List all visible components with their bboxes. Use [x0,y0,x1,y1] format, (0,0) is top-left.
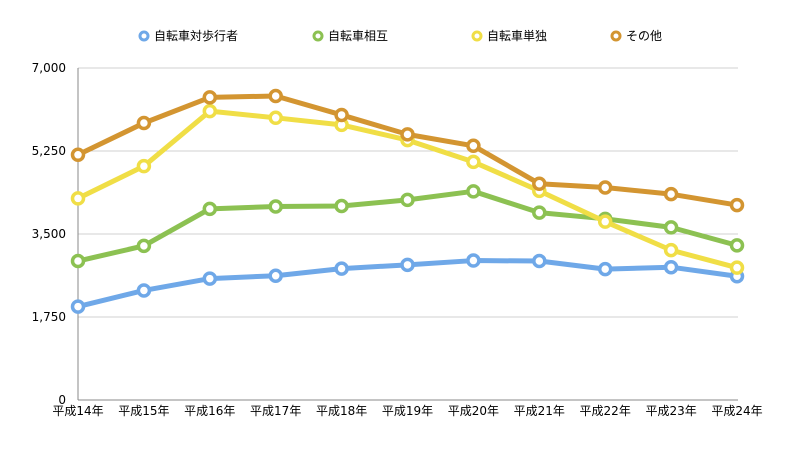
data-point [663,242,679,258]
data-point [597,214,613,229]
data-point [532,253,547,269]
data-point [466,138,481,154]
series [70,184,745,269]
x-tick-label: 平成19年 [382,404,433,418]
x-tick-label: 平成24年 [711,404,762,418]
x-tick-label: 平成18年 [316,404,367,418]
x-tick-label: 平成14年 [52,404,103,418]
data-point [136,238,152,254]
legend-label: その他 [626,29,662,43]
data-point [202,90,218,105]
legend-item: 自転車対歩行者 [138,28,238,43]
y-tick-label: 1,750 [32,310,66,324]
legend-item: 自転車単独 [471,29,547,43]
data-point [202,201,218,217]
x-tick-label: 平成16年 [184,404,235,418]
data-point [400,257,415,273]
data-point [466,154,481,170]
legend-marker [471,30,483,42]
data-point [268,88,283,104]
series [70,253,745,314]
data-point [70,147,86,163]
data-point [400,192,415,208]
x-tick-label: 平成23年 [645,404,696,418]
legend-label: 自転車単独 [487,29,547,43]
data-point [70,253,86,269]
legend: 自転車対歩行者 自転車相互 自転車単独 その他 [138,28,662,43]
data-point [334,107,349,123]
data-point [334,261,349,276]
data-point [663,220,679,235]
legend-marker [138,30,150,42]
legend-marker [312,30,324,42]
data-point [334,198,349,214]
series-layer [70,88,745,314]
data-point [202,103,218,119]
series [70,88,745,213]
legend-item: その他 [610,29,662,43]
x-axis: 平成14年 平成15年 平成16年 平成17年 平成18年 平成19年 平成20年 平成21年… [52,404,762,418]
x-tick-label: 平成17年 [250,404,301,418]
data-point [202,271,218,286]
data-point [597,180,613,195]
data-point [70,191,86,206]
data-point [729,238,745,253]
data-point [70,299,86,314]
data-point [268,199,283,214]
gridlines [78,67,738,401]
y-axis: 0 1,750 3,500 5,250 7,000 [32,61,79,407]
data-point [532,205,547,220]
data-point [729,260,745,275]
data-point [268,110,283,126]
data-point [663,186,679,202]
x-tick-label: 平成20年 [448,404,499,418]
data-point [532,176,547,191]
legend-item: 自転車相互 [312,29,388,43]
data-point [466,253,481,268]
legend-label: 自転車対歩行者 [154,28,238,43]
x-tick-label: 平成21年 [514,404,565,418]
y-tick-label: 7,000 [32,61,66,75]
y-tick-label: 5,250 [32,144,66,158]
data-point [136,158,152,174]
legend-label: 自転車相互 [328,29,388,43]
legend-marker [610,30,622,42]
data-point [400,127,415,142]
data-point [268,268,283,283]
data-point [136,115,152,131]
y-tick-label: 3,500 [32,227,66,241]
data-point [729,197,745,213]
x-tick-label: 平成22年 [580,404,631,418]
data-point [597,261,613,277]
data-point [663,259,679,275]
x-tick-label: 平成15年 [118,404,169,418]
data-point [466,184,481,199]
data-point [136,283,152,298]
y-tick-label: 0 [58,393,66,407]
